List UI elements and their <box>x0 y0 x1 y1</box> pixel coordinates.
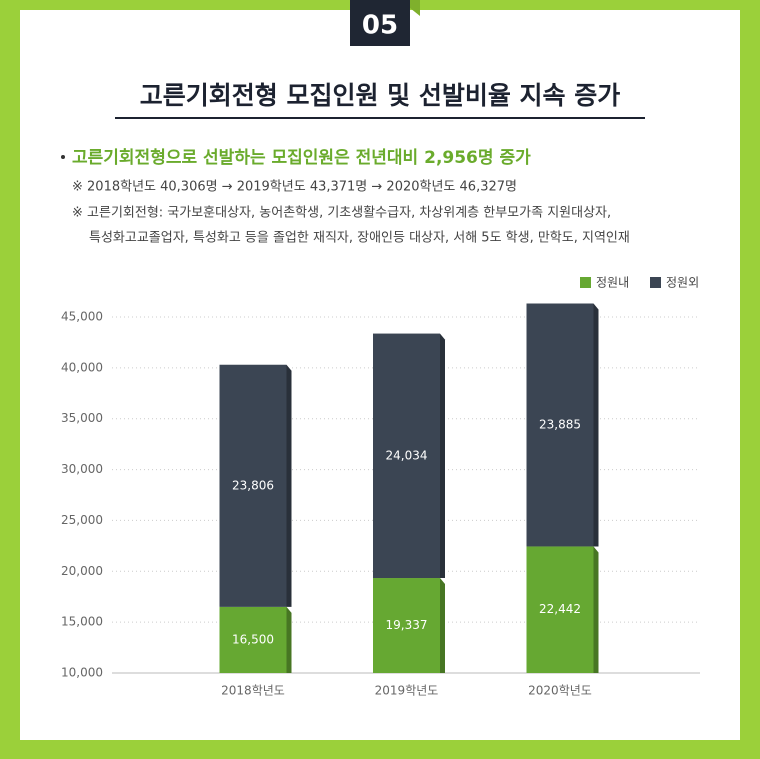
y-tick-label: 30,000 <box>61 462 103 476</box>
value-label: 23,806 <box>232 478 274 492</box>
value-label: 19,337 <box>386 618 428 632</box>
y-tick-label: 15,000 <box>61 615 103 629</box>
y-tick-label: 10,000 <box>61 666 103 680</box>
bar <box>219 364 287 607</box>
note: 특성화고교졸업자, 특성화고 등을 졸업한 재직자, 장애인등 대상자, 서해 … <box>89 231 630 246</box>
bullet-dot <box>61 155 65 159</box>
legend-swatch <box>650 277 661 288</box>
value-label: 24,034 <box>386 448 428 462</box>
x-tick-label: 2019학년도 <box>375 684 439 698</box>
note: ※ 고른기회전형: 국가보훈대상자, 농어촌학생, 기초생활수급자, 차상위계층… <box>72 206 611 221</box>
bar <box>219 606 287 673</box>
y-tick-label: 20,000 <box>61 564 103 578</box>
x-tick-label: 2020학년도 <box>528 684 592 698</box>
badge-text: 05 <box>362 11 398 41</box>
bullet-text: 고른기회전형으로 선발하는 모집인원은 전년대비 2,956명 증가 <box>72 147 531 168</box>
title: 고른기회전형 모집인원 및 선발비율 지속 증가 <box>140 81 621 110</box>
bar <box>373 333 440 579</box>
bar-side <box>593 303 599 547</box>
note: ※ 2018학년도 40,306명 → 2019학년도 43,371명 → 20… <box>72 180 517 195</box>
bar-side <box>286 364 292 607</box>
bar-side <box>593 546 599 673</box>
bar <box>526 303 594 547</box>
y-tick-label: 25,000 <box>61 513 103 527</box>
y-tick-label: 40,000 <box>61 360 103 374</box>
value-label: 16,500 <box>232 632 274 646</box>
x-tick-label: 2018학년도 <box>221 684 285 698</box>
badge <box>350 0 410 46</box>
y-tick-label: 45,000 <box>61 310 103 324</box>
y-tick-label: 35,000 <box>61 411 103 425</box>
legend-label: 정원내 <box>596 276 629 290</box>
value-label: 22,442 <box>539 602 581 616</box>
bar-side <box>286 606 292 673</box>
legend-label: 정원외 <box>666 276 699 290</box>
bar-side <box>440 578 445 673</box>
value-label: 23,885 <box>539 417 581 431</box>
bar <box>373 578 440 673</box>
bar <box>526 546 594 673</box>
legend-swatch <box>580 277 591 288</box>
bar-side <box>440 333 445 579</box>
